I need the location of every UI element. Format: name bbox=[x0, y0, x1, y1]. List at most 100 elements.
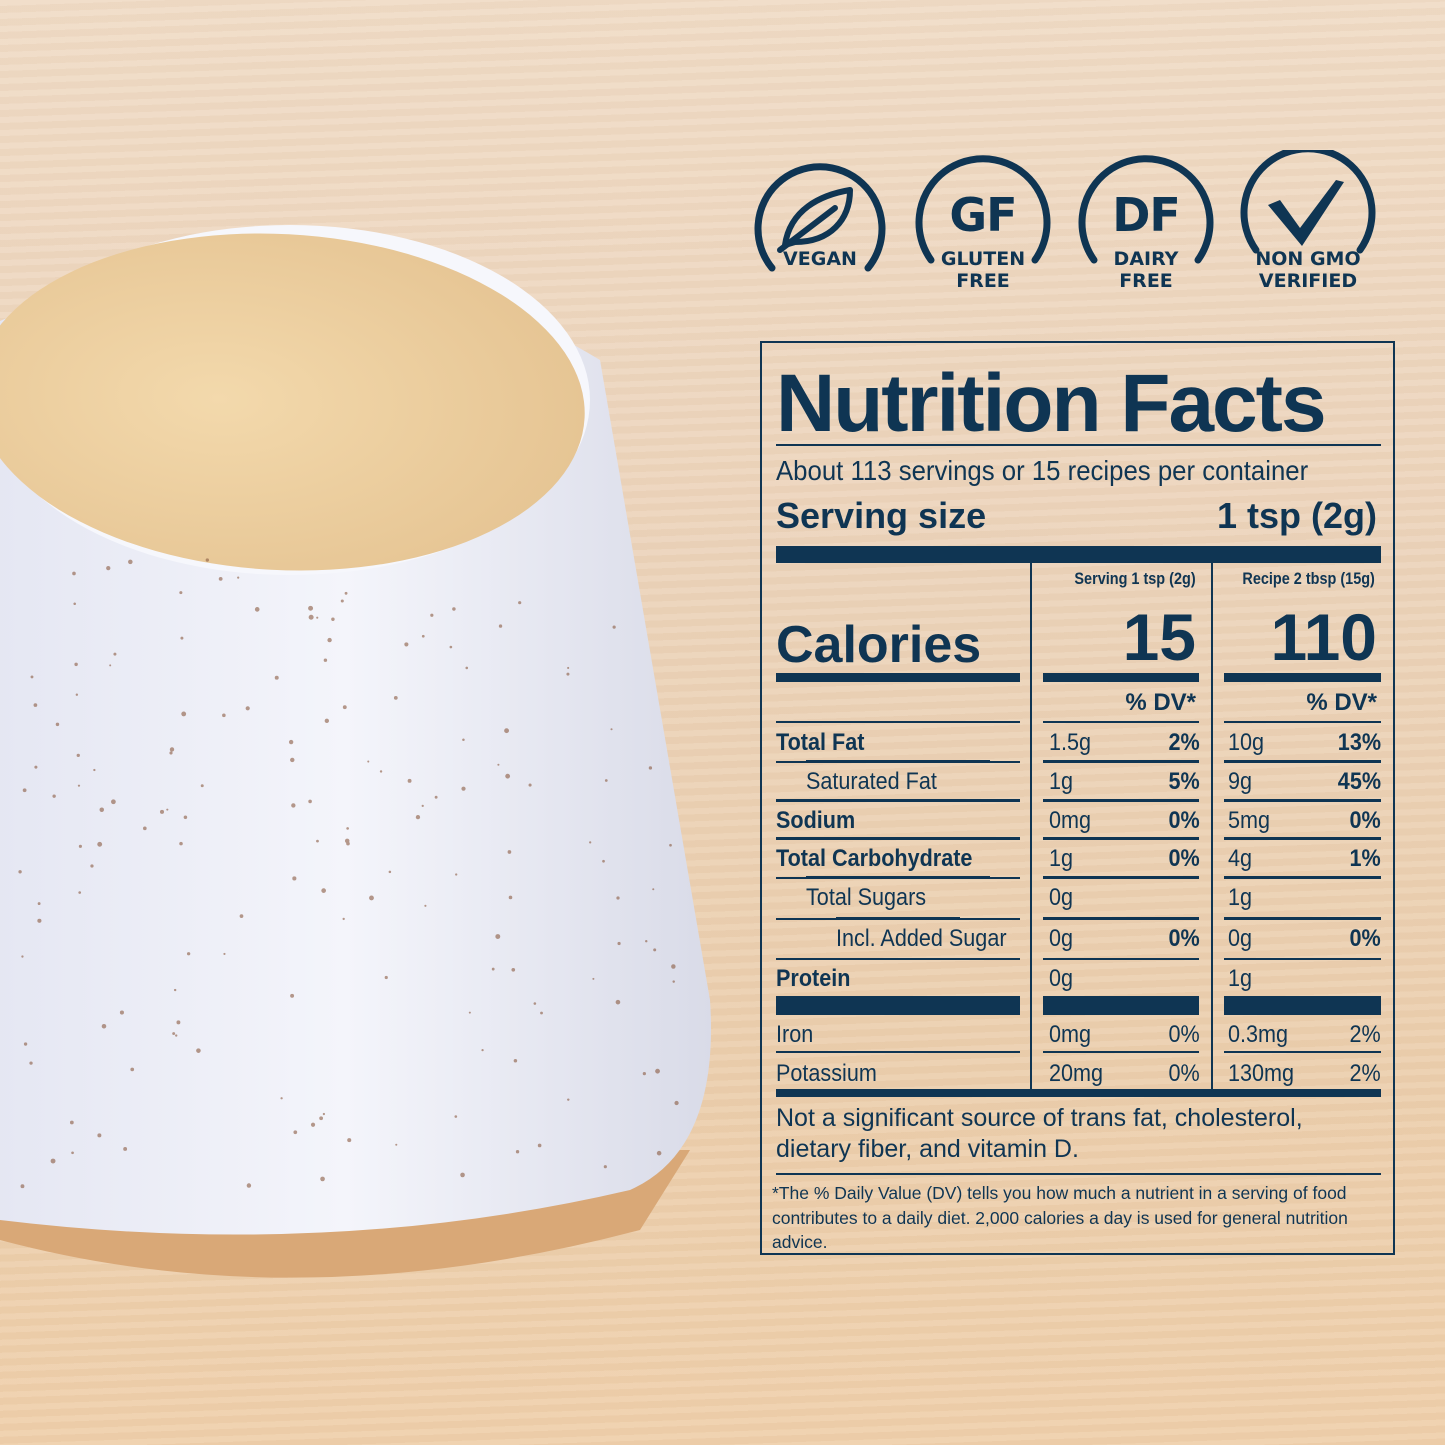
mug-speck bbox=[540, 1011, 543, 1015]
calories-serving: 15 bbox=[1122, 600, 1196, 674]
mug-speck bbox=[73, 602, 76, 606]
mug-speck bbox=[567, 666, 570, 670]
mug-speck bbox=[180, 636, 184, 640]
daily-value-note: *The % Daily Value (DV) tells you how mu… bbox=[772, 1183, 1348, 1252]
mug-speck bbox=[508, 895, 513, 900]
mug-speck bbox=[169, 747, 175, 752]
mug-speck bbox=[491, 967, 495, 971]
mug-speck bbox=[346, 827, 349, 830]
mug-speck bbox=[537, 1143, 542, 1148]
mug-speck bbox=[37, 902, 41, 905]
calories-recipe: 110 bbox=[1270, 600, 1377, 674]
mug-speck bbox=[245, 706, 250, 711]
mug-speck bbox=[404, 642, 409, 647]
recipe-dv: 2% bbox=[1349, 1060, 1381, 1087]
mug-speck bbox=[169, 751, 173, 755]
mug-speck bbox=[320, 1176, 325, 1182]
mug-speck bbox=[90, 864, 94, 868]
mug-speck bbox=[603, 1165, 607, 1169]
serving-dv: 5% bbox=[1168, 768, 1200, 795]
mug-speck bbox=[123, 1147, 128, 1151]
badge-caption: GLUTEN bbox=[940, 248, 1026, 270]
mug-speck bbox=[319, 1116, 324, 1121]
mug-speck bbox=[367, 760, 370, 763]
mug-speck bbox=[21, 955, 24, 958]
mug-speck bbox=[166, 808, 169, 811]
mug-speck bbox=[173, 988, 177, 992]
serving-amount: 0g bbox=[1049, 884, 1074, 911]
serving-dv: 2% bbox=[1168, 729, 1200, 756]
mug-speck bbox=[340, 599, 344, 603]
mug-speck bbox=[93, 768, 96, 772]
mug-speck bbox=[30, 675, 34, 679]
badge-caption: DAIRY bbox=[1113, 248, 1179, 270]
leaf-icon bbox=[777, 187, 853, 253]
mug-speck bbox=[292, 876, 297, 881]
mug-speck bbox=[71, 1151, 74, 1155]
serving-amount: 1.5g bbox=[1049, 729, 1092, 756]
badge-caption: VERIFIED bbox=[1258, 270, 1358, 292]
mug-speck bbox=[159, 809, 165, 814]
mug-speck bbox=[533, 1002, 537, 1005]
nutrient-name: Total Sugars bbox=[806, 884, 927, 911]
mug-speck bbox=[604, 779, 608, 782]
mug-speck bbox=[642, 1072, 646, 1076]
serving-amount: 1g bbox=[1049, 768, 1074, 795]
mug-speck bbox=[111, 799, 116, 805]
recipe-amount: 0g bbox=[1228, 925, 1253, 952]
mug-speck bbox=[656, 1150, 662, 1156]
mug-speck bbox=[672, 980, 675, 983]
nutrient-row: Total Carbohydrate 1g 0% 4g 1% bbox=[762, 839, 1397, 877]
dv-header: % DV* bbox=[1125, 689, 1196, 716]
mug-speck bbox=[200, 784, 204, 788]
mug-speck bbox=[513, 1058, 518, 1063]
mug-speck bbox=[462, 738, 465, 741]
recipe-amount: 1g bbox=[1228, 884, 1253, 911]
recipe-dv: 45% bbox=[1337, 768, 1381, 795]
mug-speck bbox=[172, 1032, 176, 1036]
mug-speck bbox=[388, 870, 392, 874]
mug-speck bbox=[310, 1122, 316, 1127]
recipe-dv: 13% bbox=[1337, 729, 1381, 756]
mug-speck bbox=[645, 939, 648, 943]
nutrient-name: Total Fat bbox=[776, 729, 865, 756]
mug-speck bbox=[648, 766, 653, 770]
mug-speck bbox=[421, 634, 425, 638]
footnote: Not a significant source of trans fat, c… bbox=[776, 1104, 1303, 1163]
serving-dv: 0% bbox=[1168, 925, 1200, 952]
mug-speck bbox=[179, 841, 183, 846]
nutrient-name: Sodium bbox=[776, 807, 856, 834]
mug-speck bbox=[395, 1143, 398, 1146]
recipe-amount: 1g bbox=[1228, 965, 1253, 992]
mug-speck bbox=[653, 948, 657, 952]
mug-speck bbox=[589, 841, 592, 844]
mug-speck bbox=[592, 977, 595, 980]
mug-speck bbox=[183, 815, 188, 820]
mug-speck bbox=[324, 718, 330, 724]
nutrition-facts-label: Nutrition Facts About 113 servings or 15… bbox=[760, 341, 1395, 1255]
recipe-amount: 130mg bbox=[1228, 1060, 1295, 1087]
mug-speck bbox=[379, 770, 383, 773]
serving-size-value: 1 tsp (2g) bbox=[1216, 495, 1377, 536]
mug-speck bbox=[196, 1048, 201, 1053]
mug-speck bbox=[567, 1098, 570, 1101]
mug-speck bbox=[384, 975, 388, 980]
col2-header: Recipe 2 tbsp (15g) bbox=[1242, 569, 1375, 588]
mug-speck bbox=[75, 693, 79, 696]
mug-speck bbox=[421, 804, 424, 808]
nutrient-name: Total Carbohydrate bbox=[776, 845, 973, 872]
latte-foam bbox=[0, 233, 585, 571]
mug-speck bbox=[97, 841, 103, 847]
mug-speck bbox=[342, 917, 345, 921]
mug-speck bbox=[652, 888, 655, 891]
mug-speck bbox=[34, 765, 38, 769]
nutrient-row: Sodium 0mg 0% 5mg 0% bbox=[762, 801, 1397, 839]
mug-speck bbox=[511, 967, 516, 972]
serving-dv: 0% bbox=[1168, 807, 1200, 834]
mug-speck bbox=[407, 778, 412, 783]
mug-speck bbox=[369, 895, 374, 901]
recipe-amount: 5mg bbox=[1228, 807, 1271, 834]
mug-speck bbox=[322, 1112, 326, 1116]
mug-speck bbox=[55, 722, 60, 727]
nutrient-row: Total Sugars 0g 1g bbox=[762, 878, 1397, 916]
